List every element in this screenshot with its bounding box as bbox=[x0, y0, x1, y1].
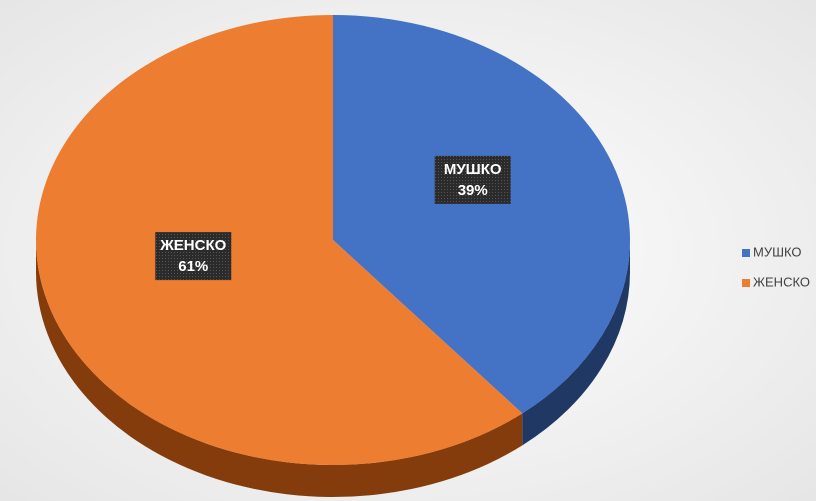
legend: МУШКО ЖЕНСКО bbox=[742, 244, 810, 289]
slice bbox=[333, 15, 630, 414]
data-label-box bbox=[155, 232, 232, 281]
data-label-value: 61% bbox=[178, 258, 208, 275]
data-label-category: ЖЕНСКО bbox=[159, 237, 226, 254]
slice-side bbox=[522, 240, 630, 446]
legend-label: ЖЕНСКО bbox=[753, 274, 810, 289]
slice-side bbox=[36, 240, 523, 497]
legend-swatch bbox=[742, 279, 750, 287]
data-label-category: МУШКО bbox=[444, 161, 502, 178]
pie bbox=[35, 15, 630, 497]
data-label-box bbox=[434, 155, 511, 204]
legend-swatch bbox=[742, 249, 750, 257]
data-label-value: 39% bbox=[458, 182, 488, 199]
data-labels: МУШКО 39% ЖЕНСКО 61% bbox=[155, 155, 511, 281]
slice bbox=[35, 15, 523, 465]
legend-label: МУШКО bbox=[753, 244, 802, 259]
